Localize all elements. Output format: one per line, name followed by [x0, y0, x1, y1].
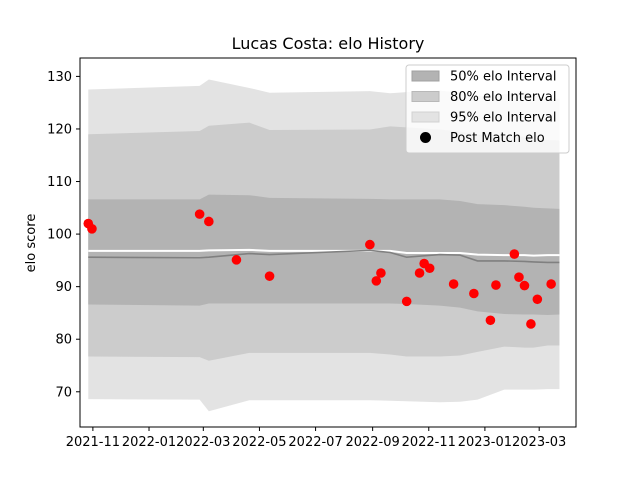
mean-elo-line	[88, 249, 560, 264]
y-tick-label: 70	[55, 385, 72, 400]
legend-swatch	[411, 70, 440, 82]
post-match-elo-point	[414, 268, 425, 278]
legend-swatch	[411, 111, 440, 123]
post-match-elo-point	[448, 279, 459, 289]
reference-line-white	[88, 248, 560, 257]
legend: 50% elo Interval 80% elo Interval 95% elo …	[405, 64, 570, 154]
plot-frame	[79, 57, 577, 428]
post-match-elo-point	[231, 255, 242, 265]
y-tick-label: 130	[47, 70, 72, 85]
x-tick-label: 2022-05	[232, 435, 286, 450]
x-tick-label: 2022-03	[176, 435, 230, 450]
post-match-elo-point	[87, 224, 97, 234]
chart-title: Lucas Costa: elo History	[232, 34, 425, 53]
legend-marker	[420, 132, 431, 143]
post-match-elo-point	[519, 280, 530, 291]
post-match-elo-point	[204, 216, 214, 227]
post-match-elo-point	[376, 268, 386, 278]
legend-box	[405, 64, 570, 154]
post-match-elo-point	[526, 319, 536, 329]
x-tick-label: 2022-01	[122, 435, 176, 450]
legend-label: 80% elo Interval	[450, 90, 557, 105]
x-tick-label: 2021-11	[66, 435, 120, 450]
post-match-elo-point	[264, 271, 275, 281]
y-tick-label: 120	[47, 122, 72, 137]
post-match-elo-point	[469, 288, 479, 299]
x-tick-label: 2022-09	[345, 435, 399, 450]
post-match-elo-point	[546, 279, 556, 289]
y-tick-label: 100	[47, 228, 72, 243]
x-tick-label: 2022-07	[288, 435, 342, 450]
plot-area	[83, 79, 560, 412]
legend-swatch	[411, 91, 440, 102]
legend-label: Post Match elo	[450, 131, 545, 146]
post-match-elo-point	[485, 315, 496, 326]
x-tick-label: 2023-03	[512, 435, 566, 450]
y-tick-label: 90	[55, 280, 72, 295]
legend-label: 95% elo Interval	[450, 111, 557, 126]
post-match-elo-point	[401, 296, 412, 307]
x-tick-label: 2023-01	[458, 435, 512, 450]
y-tick-label: 80	[55, 333, 72, 348]
post-match-elo-point	[424, 263, 435, 274]
legend-label: 50% elo Interval	[450, 70, 557, 85]
y-tick-label: 110	[47, 175, 72, 190]
post-match-elo-point	[365, 239, 375, 250]
post-match-elo-point	[514, 272, 524, 282]
post-match-elo-point	[194, 209, 205, 219]
post-match-elo-point	[371, 276, 382, 286]
x-tick-label: 2022-11	[402, 435, 456, 450]
y-axis-label: elo score	[24, 214, 39, 273]
post-match-elo-point	[532, 294, 543, 305]
post-match-elo-point	[509, 249, 520, 259]
post-match-elo-point	[491, 280, 501, 290]
